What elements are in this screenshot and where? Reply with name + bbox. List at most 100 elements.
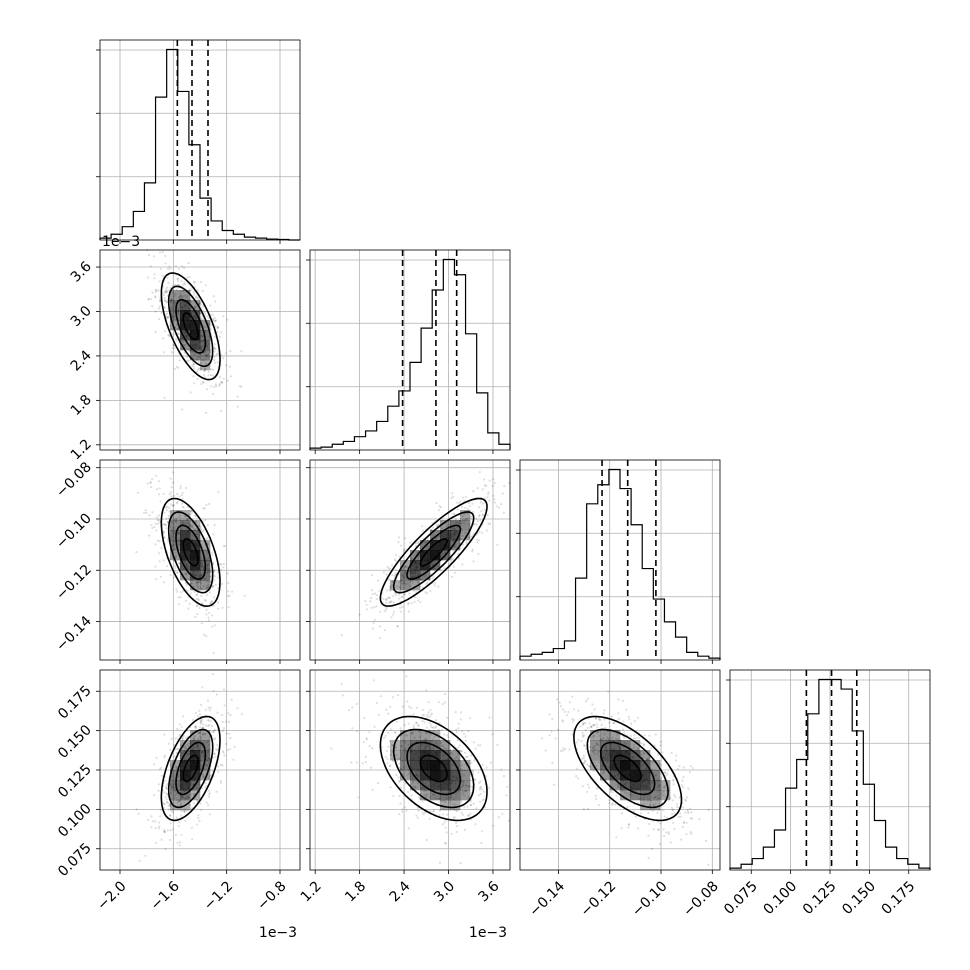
x-offset-label-1: 1e−3 — [469, 925, 507, 941]
scatter-point — [224, 352, 227, 355]
scatter-point — [198, 709, 201, 712]
scatter-point — [433, 735, 436, 739]
panel-frame-1-0 — [99, 249, 301, 451]
scatter-point — [165, 784, 169, 787]
scatter-point — [478, 781, 481, 784]
density-cell — [180, 770, 191, 781]
scatter-point — [684, 811, 687, 814]
density-cell — [450, 750, 461, 761]
scatter-point — [365, 603, 368, 606]
scatter-point — [182, 344, 185, 347]
scatter-point — [587, 783, 590, 786]
scatter-point — [228, 365, 231, 368]
scatter-point — [164, 288, 167, 291]
scatter-point — [598, 804, 601, 807]
scatter-point — [192, 526, 195, 530]
scatter-point — [211, 313, 215, 316]
scatter-point — [475, 538, 478, 542]
scatter-point — [176, 727, 179, 731]
scatter-point — [373, 606, 376, 609]
scatter-point — [412, 713, 415, 716]
scatter-point — [175, 751, 178, 755]
contour-0 — [182, 754, 199, 783]
scatter-point — [422, 713, 425, 717]
density-cell — [410, 580, 421, 591]
scatter-point — [215, 319, 218, 322]
scatter-point — [380, 746, 383, 749]
scatter-point — [192, 375, 195, 378]
density-cell — [610, 740, 621, 751]
scatter-point — [386, 762, 389, 765]
scatter-point — [205, 724, 208, 727]
scatter-point — [219, 376, 222, 379]
scatter-point — [163, 830, 166, 833]
scatter-point — [222, 544, 225, 548]
density-cell — [180, 290, 191, 301]
density-cell — [410, 740, 421, 751]
density-cell — [200, 730, 211, 741]
scatter-point — [582, 754, 586, 758]
scatter-point — [185, 296, 188, 300]
scatter-point — [390, 616, 393, 619]
scatter-point — [667, 831, 670, 834]
scatter-point — [155, 474, 158, 477]
scatter-point — [203, 351, 206, 354]
scatter-point — [190, 525, 193, 528]
scatter-point — [351, 727, 354, 730]
scatter-point — [648, 822, 651, 826]
scatter-point — [492, 494, 495, 497]
density-cell — [450, 540, 461, 551]
x-tick-label: −0.10 — [629, 878, 671, 920]
density-cell — [170, 780, 181, 791]
scatter-point — [384, 755, 387, 759]
scatter-point — [180, 294, 183, 297]
scatter-point — [473, 778, 477, 781]
scatter-point — [421, 719, 424, 723]
scatter-point — [595, 742, 598, 745]
scatter-point — [200, 703, 203, 707]
scatter-point — [181, 505, 184, 508]
scatter-point — [576, 767, 579, 770]
scatter-point — [461, 534, 464, 538]
scatter-point — [548, 713, 551, 716]
scatter-point — [178, 561, 181, 565]
scatter-point — [191, 838, 194, 841]
scatter-point — [637, 736, 640, 739]
scatter-point — [457, 758, 460, 761]
scatter-point — [193, 382, 196, 385]
scatter-point — [429, 709, 432, 712]
scatter-point — [451, 495, 455, 498]
scatter-point — [425, 795, 428, 798]
scatter-point — [169, 748, 172, 752]
scatter-point — [463, 794, 466, 797]
scatter-point — [375, 597, 378, 601]
scatter-point — [625, 795, 628, 798]
scatter-point — [643, 734, 646, 737]
scatter-point — [162, 530, 165, 534]
scatter-point — [461, 792, 464, 796]
scatter-point — [456, 746, 460, 750]
scatter-point — [438, 505, 441, 508]
scatter-point — [163, 396, 166, 399]
scatter-point — [451, 492, 454, 495]
scatter-point — [137, 812, 140, 815]
scatter-point — [196, 359, 199, 362]
scatter-point — [446, 523, 449, 526]
scatter-point — [416, 816, 419, 819]
scatter-point — [665, 816, 669, 819]
scatter-point — [178, 800, 181, 803]
scatter-point — [163, 754, 167, 757]
scatter-point — [678, 765, 681, 768]
scatter-point — [590, 712, 593, 715]
scatter-point — [387, 712, 390, 715]
scatter-point — [205, 585, 208, 588]
scatter-point — [467, 730, 470, 733]
scatter-point — [453, 816, 456, 819]
scatter-point — [192, 585, 196, 588]
density-cell — [420, 760, 431, 771]
scatter-point — [178, 283, 181, 287]
scatter-point — [212, 689, 215, 693]
scatter-point — [571, 720, 574, 724]
scatter-point — [159, 500, 162, 503]
scatter-point — [170, 495, 173, 498]
